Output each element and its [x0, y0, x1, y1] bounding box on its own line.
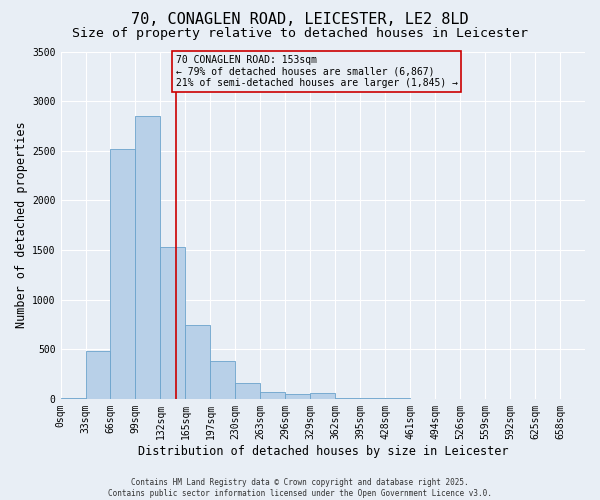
Text: 70 CONAGLEN ROAD: 153sqm
← 79% of detached houses are smaller (6,867)
21% of sem: 70 CONAGLEN ROAD: 153sqm ← 79% of detach… — [176, 55, 458, 88]
Bar — [136, 116, 160, 399]
Bar — [260, 392, 286, 399]
Bar — [310, 394, 335, 399]
Text: Size of property relative to detached houses in Leicester: Size of property relative to detached ho… — [72, 28, 528, 40]
Bar — [286, 394, 310, 399]
Bar — [160, 247, 185, 399]
Bar — [110, 149, 136, 399]
Y-axis label: Number of detached properties: Number of detached properties — [15, 122, 28, 328]
Text: 70, CONAGLEN ROAD, LEICESTER, LE2 8LD: 70, CONAGLEN ROAD, LEICESTER, LE2 8LD — [131, 12, 469, 28]
X-axis label: Distribution of detached houses by size in Leicester: Distribution of detached houses by size … — [137, 444, 508, 458]
Bar — [61, 398, 86, 399]
Text: Contains HM Land Registry data © Crown copyright and database right 2025.
Contai: Contains HM Land Registry data © Crown c… — [108, 478, 492, 498]
Bar — [211, 361, 235, 399]
Bar — [86, 351, 110, 399]
Bar — [185, 326, 211, 399]
Bar — [235, 384, 260, 399]
